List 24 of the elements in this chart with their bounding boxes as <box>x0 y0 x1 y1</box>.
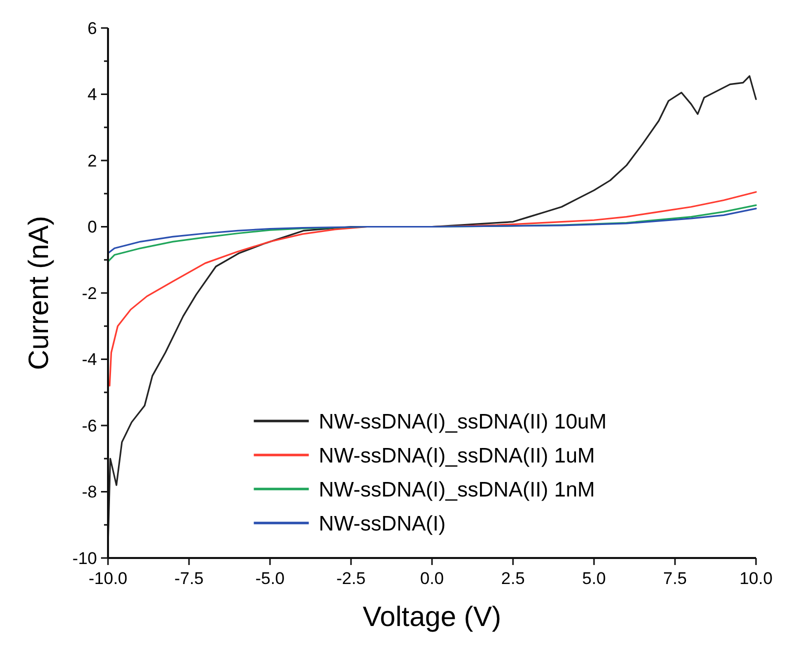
legend-label: NW-ssDNA(I)_ssDNA(II) 1uM <box>318 444 595 468</box>
y-tick-label: -4 <box>82 350 97 370</box>
x-tick-label: -2.5 <box>336 569 366 588</box>
y-tick-label: -2 <box>82 284 97 303</box>
x-tick-label: 10.0 <box>739 569 773 588</box>
legend-label: NW-ssDNA(I) <box>318 512 446 536</box>
y-tick-label: 0 <box>88 218 97 237</box>
y-tick-label: -6 <box>82 416 97 436</box>
y-tick-label: -8 <box>82 482 97 502</box>
x-tick-label: 0.0 <box>420 569 444 588</box>
x-tick-label: -5.0 <box>255 569 285 588</box>
x-tick-label: 2.5 <box>501 569 525 588</box>
legend-label: NW-ssDNA(I)_ssDNA(II) 1nM <box>318 478 595 502</box>
x-tick-label: -10.0 <box>88 569 128 588</box>
x-tick-label: 7.5 <box>663 569 687 588</box>
y-axis-title: Current (nA) <box>23 216 54 370</box>
y-tick-label: -10 <box>72 548 97 568</box>
y-tick-label: 2 <box>88 151 97 170</box>
x-axis-title: Voltage (V) <box>362 601 502 632</box>
legend-label: NW-ssDNA(I)_ssDNA(II) 10uM <box>318 410 607 434</box>
x-tick-label: -7.5 <box>174 569 204 588</box>
x-tick-label: 5.0 <box>582 569 606 588</box>
y-tick-label: 6 <box>88 18 97 38</box>
y-tick-label: 4 <box>88 85 97 104</box>
